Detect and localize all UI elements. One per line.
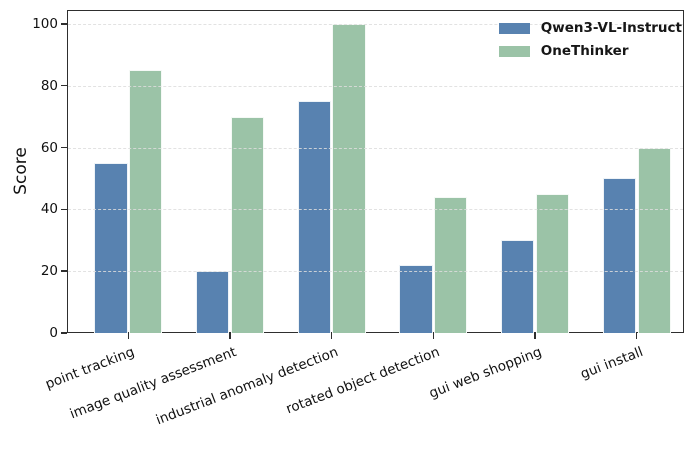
x-tick-mark — [229, 333, 231, 339]
legend-swatch-icon — [498, 22, 530, 34]
bar-qwen3-vl-instruct — [94, 163, 128, 333]
y-tick-label: 20 — [40, 263, 58, 280]
y-tick-mark — [61, 270, 67, 272]
legend-label: Qwen3-VL-Instruct — [540, 20, 682, 36]
bar-onethinker — [332, 23, 366, 333]
bar-group — [501, 193, 570, 333]
bar-group — [602, 147, 671, 333]
y-tick-label: 0 — [49, 325, 58, 341]
x-tick-label: gui install — [578, 344, 646, 383]
y-tick-label: 40 — [40, 201, 58, 218]
y-tick-mark — [61, 208, 67, 211]
bar-onethinker — [230, 116, 264, 333]
bar-qwen3-vl-instruct — [399, 265, 433, 333]
x-tick-label: image quality assessment — [67, 344, 239, 423]
bar-onethinker — [129, 70, 163, 333]
plot-area — [67, 10, 684, 333]
x-tick-mark — [636, 333, 638, 339]
y-tick-mark — [61, 332, 67, 334]
bar-group — [196, 116, 264, 333]
legend-swatch-icon — [498, 45, 530, 57]
x-tick-mark — [534, 333, 536, 339]
y-tick-label: 80 — [40, 77, 58, 94]
y-tick-mark — [61, 146, 67, 149]
bar-group — [297, 23, 366, 333]
bar-group — [94, 70, 163, 333]
bar-qwen3-vl-instruct — [196, 271, 230, 333]
bar-onethinker — [637, 147, 671, 333]
x-tick-label: gui web shopping — [426, 344, 544, 402]
legend: Qwen3-VL-Instruct OneThinker — [498, 20, 682, 59]
x-tick-mark — [127, 333, 129, 339]
bar-qwen3-vl-instruct — [602, 178, 637, 333]
y-tick-label: 60 — [40, 139, 58, 156]
bar-qwen3-vl-instruct — [297, 101, 331, 333]
bar-onethinker — [434, 197, 468, 333]
y-tick-mark — [61, 23, 67, 25]
bar-qwen3-vl-instruct — [501, 240, 535, 333]
bar-onethinker — [535, 193, 570, 333]
y-tick-mark — [61, 85, 67, 87]
x-tick-mark — [432, 333, 435, 339]
y-tick-label: 100 — [32, 15, 58, 32]
legend-item: OneThinker — [498, 43, 682, 59]
x-tick-mark — [331, 333, 333, 339]
x-tick-label: industrial anomaly detection — [153, 344, 341, 429]
bar-group — [399, 197, 468, 333]
legend-item: Qwen3-VL-Instruct — [498, 20, 682, 36]
legend-label: OneThinker — [540, 43, 629, 59]
